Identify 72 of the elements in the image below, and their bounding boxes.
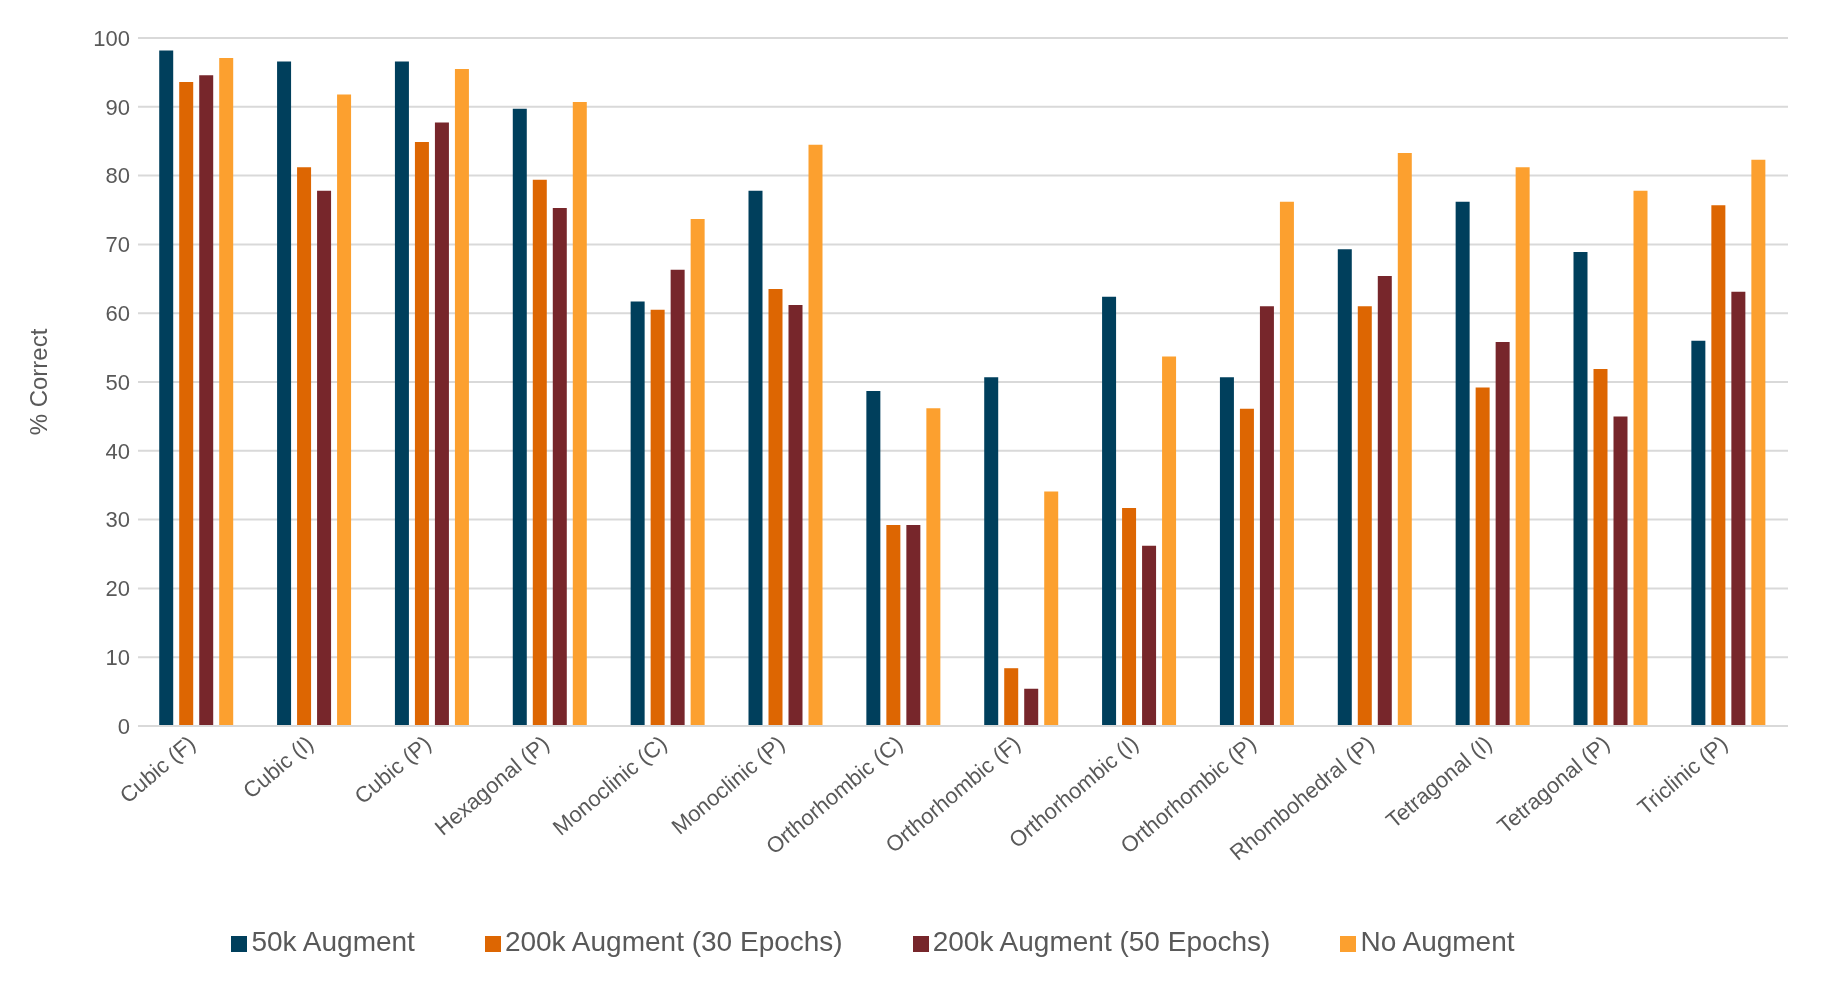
bar xyxy=(1633,190,1648,726)
bar xyxy=(1455,201,1470,726)
y-axis-title: % Correct xyxy=(24,328,52,436)
bar xyxy=(886,525,901,726)
bar xyxy=(650,309,665,726)
bar xyxy=(512,108,527,726)
y-tick-label: 100 xyxy=(93,25,130,51)
bar xyxy=(1711,205,1726,726)
bar xyxy=(1377,276,1392,726)
bar xyxy=(337,94,352,726)
bar xyxy=(768,289,783,726)
bar xyxy=(926,408,941,726)
bar xyxy=(1691,340,1706,726)
legend-label: 50k Augment xyxy=(251,926,415,957)
y-tick-label: 70 xyxy=(105,232,130,258)
y-tick-label: 60 xyxy=(105,301,130,327)
y-tick-label: 10 xyxy=(105,645,130,671)
bar xyxy=(1495,342,1510,726)
bar xyxy=(1024,688,1039,726)
bar xyxy=(179,82,194,726)
bar xyxy=(1357,306,1372,726)
bar xyxy=(572,101,587,726)
bar xyxy=(394,61,409,726)
bar xyxy=(1751,159,1766,726)
bar xyxy=(866,390,881,726)
bar xyxy=(1475,387,1490,726)
y-tick-label: 20 xyxy=(105,576,130,602)
bar xyxy=(1515,167,1530,726)
bar xyxy=(1044,491,1059,726)
bar xyxy=(1337,249,1352,726)
y-tick-label: 0 xyxy=(117,713,130,739)
y-tick-label: 40 xyxy=(105,438,130,464)
bar xyxy=(414,141,429,726)
bar xyxy=(630,301,645,726)
legend-label: 200k Augment (30 Epochs) xyxy=(504,926,843,957)
legend-label: 200k Augment (50 Epochs) xyxy=(932,926,1271,957)
bar xyxy=(1004,668,1019,726)
bar xyxy=(1219,377,1234,726)
bar xyxy=(788,304,803,726)
bar xyxy=(1613,416,1628,726)
bar xyxy=(1573,251,1588,726)
y-tick-label: 50 xyxy=(105,369,130,395)
bar xyxy=(1397,152,1412,726)
bar xyxy=(1279,201,1294,726)
bar xyxy=(277,61,292,726)
bar xyxy=(532,179,547,726)
bar xyxy=(454,68,469,726)
bar xyxy=(748,190,763,726)
y-tick-label: 90 xyxy=(105,94,130,120)
bar xyxy=(1239,408,1254,726)
y-tick-label: 80 xyxy=(105,163,130,189)
bar xyxy=(297,167,312,726)
bar xyxy=(199,75,214,726)
bar xyxy=(1162,356,1177,726)
bar xyxy=(670,269,685,726)
bar xyxy=(1731,291,1746,726)
bar xyxy=(1122,507,1137,726)
bar xyxy=(219,57,234,726)
bar xyxy=(906,525,921,726)
bar xyxy=(1102,296,1117,726)
bar xyxy=(552,207,567,726)
legend-label: No Augment xyxy=(1360,926,1515,957)
bar xyxy=(808,144,823,726)
bar xyxy=(690,218,705,726)
bar xyxy=(317,190,332,726)
bar xyxy=(984,377,999,726)
bar xyxy=(1593,368,1608,726)
bar xyxy=(434,122,449,726)
bar xyxy=(1259,306,1274,726)
y-tick-label: 30 xyxy=(105,507,130,533)
bar xyxy=(159,50,174,726)
bar xyxy=(1142,545,1157,726)
